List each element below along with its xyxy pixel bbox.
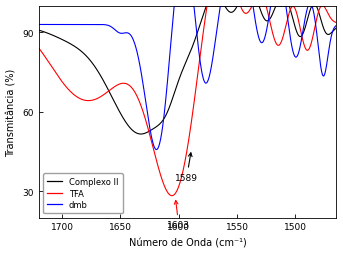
Text: 1603: 1603 (167, 201, 190, 229)
Legend: Complexo II, TFA, dmb: Complexo II, TFA, dmb (43, 173, 122, 214)
Text: 1589: 1589 (175, 153, 198, 182)
Y-axis label: Transmitância (%): Transmitância (%) (7, 68, 17, 156)
X-axis label: Número de Onda (cm⁻¹): Número de Onda (cm⁻¹) (129, 237, 246, 247)
